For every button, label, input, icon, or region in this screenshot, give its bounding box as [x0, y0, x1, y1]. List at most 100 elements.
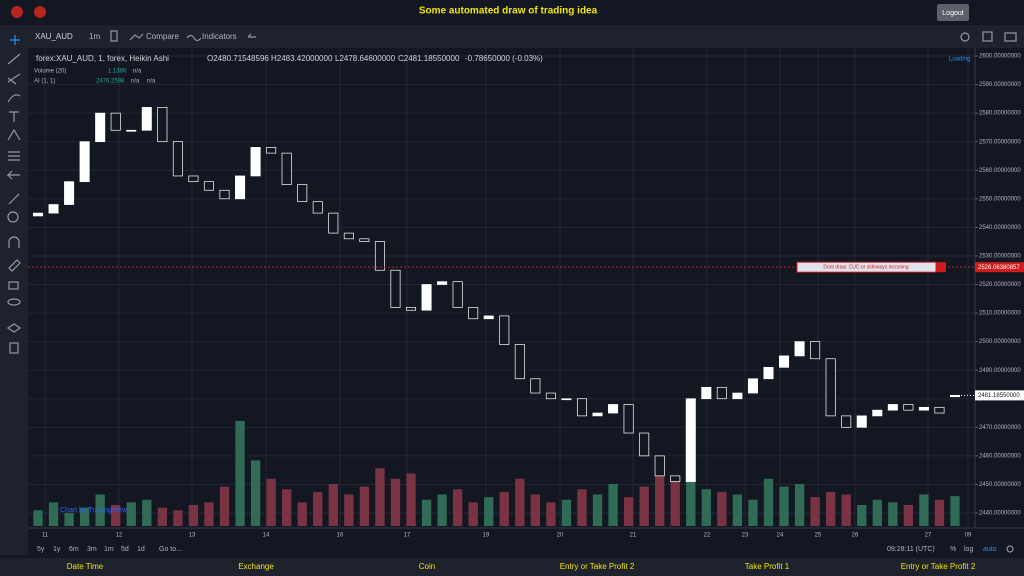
legend-open: O2480.71548596 [207, 54, 269, 63]
ai-value: 2476.2598 [96, 79, 125, 85]
y-tick-label: 2560.00000000 [979, 168, 1021, 174]
range-button[interactable]: 6m [69, 546, 79, 553]
candle-body [406, 307, 417, 311]
camera-icon[interactable] [1004, 32, 1017, 42]
y-tick-label: 2450.00000000 [979, 482, 1021, 488]
candle-body [235, 175, 246, 200]
lock-tool[interactable] [8, 281, 19, 290]
interval[interactable]: 1m [89, 32, 100, 41]
candle-body [545, 392, 556, 400]
range-button[interactable]: 5y [37, 546, 45, 553]
measure-tool[interactable] [8, 193, 20, 205]
indicators[interactable]: Indicators [202, 32, 237, 41]
fullscreen-icon[interactable] [982, 31, 993, 42]
range-button[interactable]: 1m [104, 546, 114, 553]
chart-style-icon[interactable] [110, 30, 118, 42]
y-tick-label: 2440.00000000 [979, 511, 1021, 517]
volume-bar [903, 505, 914, 526]
volume-bar [173, 510, 183, 526]
header-bar [0, 0, 1024, 25]
volume-bar [608, 484, 618, 526]
volume-bar [934, 499, 945, 526]
volume-bar [250, 460, 261, 526]
footer-column: Entry or Take Profit 2 [901, 562, 976, 571]
volume-bar [794, 484, 805, 526]
layers-tool[interactable] [6, 323, 22, 333]
range-button[interactable]: 5d [121, 546, 129, 553]
candle-body [203, 181, 214, 191]
settings-icon[interactable] [960, 32, 970, 42]
candle-body [530, 378, 541, 394]
candle-body [825, 358, 836, 417]
text-tool[interactable] [9, 111, 19, 122]
brush-tool[interactable] [7, 94, 21, 103]
undo-icon[interactable] [247, 33, 256, 38]
logo [34, 6, 46, 18]
volume-bar [825, 491, 836, 526]
auto-toggle[interactable]: auto [983, 546, 997, 553]
visibility-tool[interactable] [7, 298, 21, 306]
drawing-tools [6, 35, 22, 354]
symbol[interactable]: XAU_AUD [35, 32, 73, 41]
zoom-tool[interactable] [7, 211, 19, 223]
candle-body [219, 189, 230, 200]
candle-body [499, 315, 510, 345]
volume-bar [235, 421, 245, 526]
alert-price: 2526.06380857 [978, 265, 1020, 271]
range-button[interactable]: 1y [53, 546, 61, 553]
range-button[interactable]: 1d [137, 546, 145, 553]
x-tick-label: 23 [742, 533, 749, 539]
range-button[interactable]: 3m [87, 546, 97, 553]
candle-body [701, 386, 712, 400]
y-tick-label: 2510.00000000 [979, 311, 1021, 317]
y-tick-label: 2460.00000000 [979, 453, 1021, 459]
goto[interactable]: Go to... [159, 546, 182, 553]
candle-body [856, 415, 867, 428]
candle-body [64, 181, 75, 205]
volume-bar [919, 494, 929, 526]
overlays: Dont draw. CUC or sideways incoming 2526.… [28, 261, 1024, 401]
percent-toggle[interactable]: % [950, 546, 956, 553]
magnet-tool[interactable] [8, 236, 20, 248]
candle-body [670, 475, 681, 482]
volume-bar [33, 510, 43, 526]
volume-bar [655, 473, 665, 526]
log-toggle[interactable]: log [964, 546, 973, 553]
y-tick-label: 2500.00000000 [979, 339, 1021, 345]
page-title: Some automated draw of trading idea [419, 6, 598, 17]
back-tool[interactable] [6, 170, 20, 180]
trash-tool[interactable] [9, 342, 19, 354]
trendline-tool[interactable] [7, 53, 21, 65]
volume-bar [592, 494, 603, 526]
volume-bar [266, 478, 276, 526]
axis-settings[interactable] [1006, 545, 1014, 553]
candle-body [126, 129, 137, 132]
volume-bar [406, 473, 416, 526]
logo [11, 6, 23, 18]
y-tick-label: 2570.00000000 [979, 139, 1021, 145]
volume-bar [359, 486, 370, 526]
compare[interactable]: Compare [146, 32, 179, 41]
pitchfork-tool[interactable] [7, 73, 21, 85]
candle-body [841, 415, 852, 428]
prediction-tool[interactable] [8, 151, 20, 161]
candle-body [561, 398, 572, 401]
candle-body [903, 404, 914, 411]
volume-bar [841, 494, 851, 526]
volume-bar [126, 502, 136, 526]
crosshair-tool[interactable] [10, 35, 20, 45]
ai-legend: AI (1, 1) [34, 79, 55, 85]
candle-body [48, 204, 59, 214]
legend-low: L2478.64600000 [335, 54, 396, 63]
logout-label[interactable]: Logout [942, 10, 963, 17]
logout-button[interactable] [937, 4, 969, 21]
pattern-tool[interactable] [7, 128, 21, 141]
volume-bar [577, 489, 587, 526]
volume-bar [328, 484, 338, 526]
y-tick-label: 2540.00000000 [979, 225, 1021, 231]
candle-body [95, 112, 106, 143]
lock-drawing[interactable] [8, 259, 21, 272]
watermark[interactable]: Chart by TradingView [60, 507, 128, 514]
